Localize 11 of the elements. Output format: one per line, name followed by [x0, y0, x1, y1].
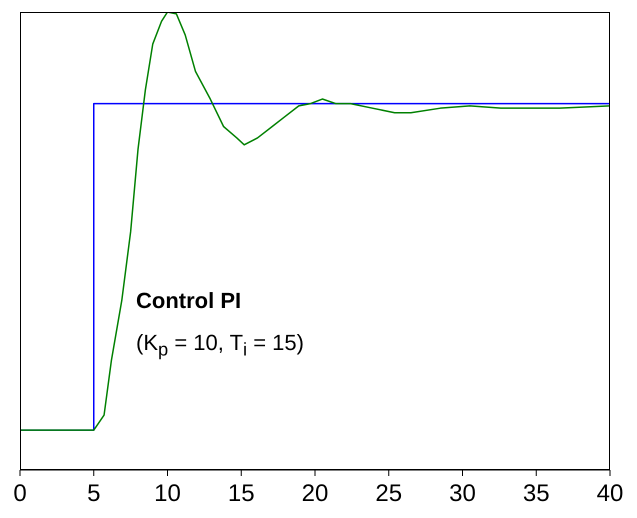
- annotation: (K$_{p}$ = 10, T$_{i}$ = 15): [136, 330, 304, 360]
- x-tick-label: 5: [87, 480, 100, 508]
- x-tick-label: 35: [522, 480, 550, 508]
- x-tick-label: 20: [302, 480, 328, 508]
- annotation: Control PI: [136, 288, 242, 314]
- x-tick-label: 10: [154, 480, 181, 508]
- x-tick-label: 15: [228, 480, 255, 508]
- x-tick-label: 25: [375, 480, 402, 508]
- x-tick-label: 40: [596, 480, 624, 508]
- x-tick-label: 0: [13, 480, 27, 508]
- x-tick-label: 30: [449, 480, 476, 508]
